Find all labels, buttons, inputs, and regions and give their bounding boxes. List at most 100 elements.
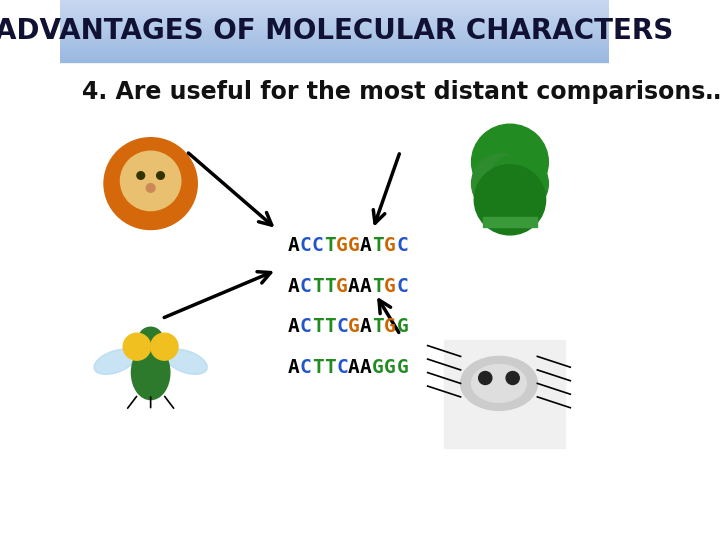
- Text: ADVANTAGES OF MOLECULAR CHARACTERS: ADVANTAGES OF MOLECULAR CHARACTERS: [0, 17, 673, 45]
- Bar: [60, 37, 608, 38]
- Text: A: A: [288, 357, 300, 377]
- Bar: [60, 0, 608, 1]
- Bar: [60, 4, 608, 5]
- Bar: [60, 10, 608, 11]
- Bar: [60, 56, 608, 57]
- Text: G: G: [336, 236, 348, 255]
- Bar: [60, 5, 608, 6]
- Text: A: A: [288, 276, 300, 296]
- Bar: [60, 29, 608, 30]
- Text: C: C: [300, 236, 312, 255]
- Bar: [60, 31, 608, 32]
- Text: C: C: [300, 317, 312, 336]
- Text: C: C: [336, 317, 348, 336]
- Text: G: G: [372, 357, 384, 377]
- Bar: [60, 38, 608, 40]
- Circle shape: [123, 333, 150, 360]
- Bar: [60, 55, 608, 56]
- Bar: [60, 42, 608, 44]
- Circle shape: [474, 165, 546, 235]
- Text: A: A: [348, 276, 360, 296]
- Text: G: G: [397, 317, 408, 336]
- Circle shape: [104, 138, 197, 230]
- Circle shape: [479, 372, 492, 384]
- Bar: [60, 36, 608, 37]
- Text: T: T: [324, 357, 336, 377]
- Ellipse shape: [132, 346, 170, 400]
- Text: T: T: [324, 317, 336, 336]
- Circle shape: [472, 124, 549, 200]
- Text: T: T: [312, 357, 324, 377]
- Circle shape: [506, 372, 519, 384]
- Bar: [60, 61, 608, 62]
- Text: C: C: [300, 357, 312, 377]
- Bar: [60, 53, 608, 55]
- Bar: [60, 46, 608, 47]
- Bar: [60, 28, 608, 29]
- Text: A: A: [288, 317, 300, 336]
- Bar: [60, 30, 608, 31]
- Bar: [60, 52, 608, 53]
- Text: T: T: [372, 276, 384, 296]
- Bar: [60, 18, 608, 20]
- Text: C: C: [336, 357, 348, 377]
- Bar: [60, 1, 608, 3]
- Bar: [60, 40, 608, 41]
- Text: C: C: [312, 236, 324, 255]
- Text: G: G: [348, 236, 360, 255]
- Text: T: T: [372, 317, 384, 336]
- Circle shape: [150, 333, 178, 360]
- Bar: [60, 11, 608, 12]
- Bar: [60, 45, 608, 46]
- Text: G: G: [336, 276, 348, 296]
- Bar: [60, 26, 608, 28]
- Bar: [60, 20, 608, 21]
- Text: G: G: [384, 317, 396, 336]
- Text: G: G: [384, 357, 396, 377]
- Bar: [60, 14, 608, 15]
- Text: A: A: [360, 317, 372, 336]
- Bar: [60, 21, 608, 22]
- Bar: [503, 178, 516, 224]
- Text: T: T: [324, 236, 336, 255]
- Bar: [60, 12, 608, 14]
- Circle shape: [138, 327, 163, 351]
- Circle shape: [120, 148, 140, 167]
- Bar: [60, 51, 608, 52]
- Circle shape: [137, 172, 145, 179]
- Bar: [60, 47, 608, 49]
- Text: C: C: [397, 276, 408, 296]
- Text: G: G: [348, 317, 360, 336]
- Bar: [60, 58, 608, 59]
- Bar: [60, 3, 608, 4]
- Ellipse shape: [166, 349, 207, 374]
- Bar: [60, 32, 608, 33]
- Text: A: A: [360, 357, 372, 377]
- Circle shape: [161, 148, 181, 167]
- Bar: [60, 49, 608, 50]
- Ellipse shape: [94, 349, 136, 374]
- Bar: [60, 50, 608, 51]
- Text: T: T: [312, 317, 324, 336]
- Circle shape: [120, 151, 181, 211]
- Text: C: C: [300, 276, 312, 296]
- Text: T: T: [372, 236, 384, 255]
- Text: T: T: [324, 276, 336, 296]
- Bar: [60, 15, 608, 16]
- Ellipse shape: [472, 364, 526, 402]
- Text: A: A: [360, 236, 372, 255]
- Text: A: A: [360, 276, 372, 296]
- Text: C: C: [397, 236, 408, 255]
- Bar: [60, 16, 608, 17]
- Circle shape: [472, 154, 532, 213]
- Bar: [60, 25, 608, 26]
- Bar: [60, 57, 608, 58]
- Bar: [60, 6, 608, 8]
- Bar: [60, 35, 608, 36]
- Circle shape: [488, 154, 549, 213]
- Text: 4. Are useful for the most distant comparisons…: 4. Are useful for the most distant compa…: [82, 80, 720, 104]
- Bar: [60, 8, 608, 9]
- Bar: [444, 340, 564, 448]
- Bar: [60, 33, 608, 35]
- Bar: [60, 9, 608, 10]
